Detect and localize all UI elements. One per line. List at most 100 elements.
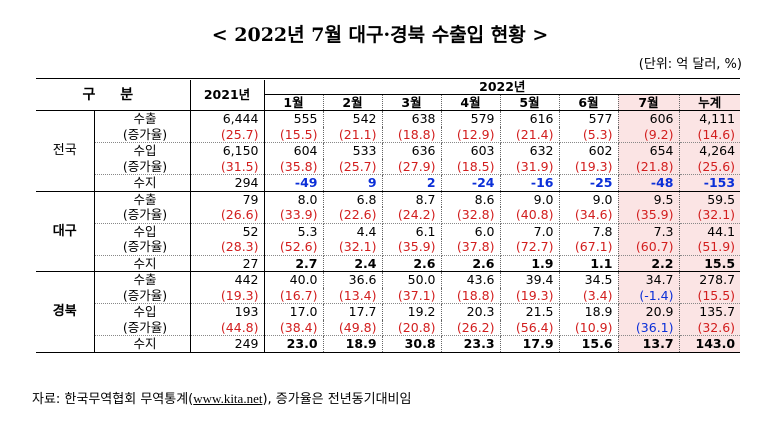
- cell-month: 616: [500, 110, 560, 127]
- cell-month: 2: [382, 174, 442, 192]
- header-month: 7월: [618, 94, 680, 111]
- cell-total: 4,264: [679, 142, 741, 159]
- cell-month: 542: [323, 110, 383, 127]
- cell-month: 39.4: [500, 271, 560, 288]
- cell-month: 579: [441, 110, 501, 127]
- cell-month: (25.7): [323, 158, 383, 175]
- cell-month: -24: [441, 174, 501, 192]
- cell-month: 2.7: [264, 255, 324, 272]
- source-note: 자료: 한국무역협회 무역통계(www.kita.net), 증가율은 전년동기…: [32, 388, 411, 407]
- cell-month: 15.6: [559, 335, 619, 353]
- cell-total: (25.6): [679, 158, 741, 175]
- cell-month: 40.0: [264, 271, 324, 288]
- cell-month: 4.4: [323, 223, 383, 239]
- cell-month: 577: [559, 110, 619, 127]
- table-row: (증가율) (44.8) (38.4) (49.8) (20.8) (26.2) (56.4…: [36, 319, 741, 336]
- cell-2021: 193: [190, 303, 265, 320]
- cell-month: (67.1): [559, 239, 619, 256]
- cell-month: (20.8): [382, 319, 442, 336]
- row-label: (증가율): [94, 239, 191, 256]
- cell-month: 2.6: [441, 255, 501, 272]
- cell-month: (37.8): [441, 239, 501, 256]
- cell-2021: 294: [190, 174, 265, 192]
- cell-month: (72.7): [500, 239, 560, 256]
- row-label: (증가율): [94, 287, 191, 304]
- cell-total: 59.5: [679, 191, 741, 207]
- cell-month: 9.0: [500, 191, 560, 207]
- table-row: 대구 수출 79 8.0 6.8 8.7 8.6 9.0 9.0 9.5 59.5: [36, 191, 741, 272]
- cell-total: 135.7: [679, 303, 741, 320]
- cell-month: 2.4: [323, 255, 383, 272]
- header-gubun: 구 분: [36, 80, 191, 111]
- cell-month: 9.5: [618, 191, 680, 207]
- cell-month: 18.9: [323, 335, 383, 353]
- cell-month: 2.6: [382, 255, 442, 272]
- region-label: 전국: [36, 110, 95, 192]
- cell-month: (22.6): [323, 207, 383, 224]
- cell-month: 632: [500, 142, 560, 159]
- kita-link[interactable]: www.kita.net: [193, 391, 263, 406]
- cell-month: 8.7: [382, 191, 442, 207]
- trade-table: 구 분 2021년 2022년 1월 2월 3월 4월 5월 6월 7월 누계 …: [36, 80, 741, 353]
- source-prefix: 자료: 한국무역협회 무역통계(: [32, 392, 194, 407]
- row-label: 수지: [94, 174, 191, 192]
- cell-month: 7.3: [618, 223, 680, 239]
- cell-month: 18.9: [559, 303, 619, 320]
- table-row: 수입 6,150 604 533 636 603 632 602 654 4,264: [36, 142, 741, 159]
- cell-2021: 79: [190, 191, 265, 207]
- table-row: (증가율) (19.3) (16.7) (13.4) (37.1) (18.8) (19.3…: [36, 287, 741, 304]
- cell-2021: (26.6): [190, 207, 265, 224]
- cell-month: 2.2: [618, 255, 680, 272]
- cell-total: (15.5): [679, 287, 741, 304]
- table-row: 수지 249 23.0 18.9 30.8 23.3 17.9 15.6 13.7 143.0: [36, 335, 741, 353]
- cell-2021: (44.8): [190, 319, 265, 336]
- cell-month: (56.4): [500, 319, 560, 336]
- table-row: 수지 294 -49 9 2 -24 -16 -25 -48 -153: [36, 174, 741, 192]
- header-month: 3월: [382, 94, 442, 111]
- cell-2021: 6,444: [190, 110, 265, 127]
- row-label: 수입: [94, 142, 191, 159]
- row-label: 수입: [94, 223, 191, 239]
- cell-month: (36.1): [618, 319, 680, 336]
- row-label: 수지: [94, 255, 191, 272]
- cell-month: 8.6: [441, 191, 501, 207]
- cell-total: 4,111: [679, 110, 741, 127]
- cell-month: 17.0: [264, 303, 324, 320]
- cell-month: (12.9): [441, 126, 501, 143]
- cell-2021: (31.5): [190, 158, 265, 175]
- cell-total: 44.1: [679, 223, 741, 239]
- cell-month: (52.6): [264, 239, 324, 256]
- cell-month: (32.1): [323, 239, 383, 256]
- cell-total: 143.0: [679, 335, 741, 353]
- table-row: 수입 193 17.0 17.7 19.2 20.3 21.5 18.9 20.9 135.7: [36, 303, 741, 320]
- cell-total: 278.7: [679, 271, 741, 288]
- cell-month: -16: [500, 174, 560, 192]
- row-label: 수출: [94, 191, 191, 207]
- cell-month: 9.0: [559, 191, 619, 207]
- header-month: 5월: [500, 94, 560, 111]
- cell-month: 43.6: [441, 271, 501, 288]
- table-row: (증가율) (25.7) (15.5) (21.1) (18.8) (12.9) (21.4…: [36, 126, 741, 143]
- cell-month: (38.4): [264, 319, 324, 336]
- unit-note: (단위: 억 달러, %): [638, 57, 742, 72]
- cell-month: 654: [618, 142, 680, 159]
- cell-month: (19.3): [500, 287, 560, 304]
- cell-month: (37.1): [382, 287, 442, 304]
- table-row: 수지 27 2.7 2.4 2.6 2.6 1.9 1.1 2.2 15.5: [36, 255, 741, 272]
- cell-2021: 249: [190, 335, 265, 353]
- cell-month: 34.7: [618, 271, 680, 288]
- cell-total: (51.9): [679, 239, 741, 256]
- table-row: 경북 수출 442 40.0 36.6 50.0 43.6 39.4 34.5 34.7 278.7: [36, 271, 741, 353]
- cell-month: 602: [559, 142, 619, 159]
- row-label: (증가율): [94, 158, 191, 175]
- cell-month: 6.8: [323, 191, 383, 207]
- cell-month: (15.5): [264, 126, 324, 143]
- cell-month: (10.9): [559, 319, 619, 336]
- table-row: 전국 수출 6,444 555 542 638 579 616 577 606 4,111: [36, 110, 741, 192]
- cell-month: (19.3): [559, 158, 619, 175]
- table-row: 수입 52 5.3 4.4 6.1 6.0 7.0 7.8 7.3 44.1: [36, 223, 741, 239]
- cell-month: 19.2: [382, 303, 442, 320]
- cell-2021: 6,150: [190, 142, 265, 159]
- cell-month: (18.5): [441, 158, 501, 175]
- cell-month: (21.4): [500, 126, 560, 143]
